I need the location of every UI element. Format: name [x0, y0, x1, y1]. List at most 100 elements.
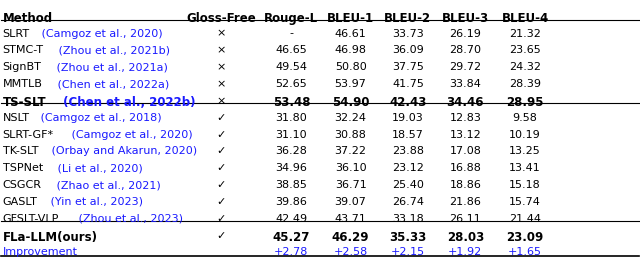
- Text: BLEU-3: BLEU-3: [442, 12, 489, 25]
- Text: 18.86: 18.86: [449, 180, 481, 190]
- Text: 37.22: 37.22: [335, 146, 367, 156]
- Text: +2.78: +2.78: [274, 247, 308, 257]
- Text: 25.40: 25.40: [392, 180, 424, 190]
- Text: Improvement: Improvement: [3, 247, 77, 257]
- Text: 31.10: 31.10: [275, 130, 307, 139]
- Text: BLEU-4: BLEU-4: [502, 12, 549, 25]
- Text: 21.32: 21.32: [509, 29, 541, 38]
- Text: 41.75: 41.75: [392, 79, 424, 89]
- Text: 16.88: 16.88: [449, 163, 481, 173]
- Text: 18.57: 18.57: [392, 130, 424, 139]
- Text: BLEU-1: BLEU-1: [327, 12, 374, 25]
- Text: 26.19: 26.19: [449, 29, 481, 38]
- Text: ✓: ✓: [216, 230, 226, 241]
- Text: (Zhou et al., 2021a): (Zhou et al., 2021a): [52, 62, 168, 72]
- Text: 15.18: 15.18: [509, 180, 541, 190]
- Text: 33.18: 33.18: [392, 214, 424, 224]
- Text: 19.03: 19.03: [392, 113, 424, 123]
- Text: 36.28: 36.28: [275, 146, 307, 156]
- Text: 32.24: 32.24: [335, 113, 367, 123]
- Text: 54.90: 54.90: [332, 96, 369, 109]
- Text: ✓: ✓: [216, 214, 226, 224]
- Text: 39.86: 39.86: [275, 197, 307, 207]
- Text: 26.11: 26.11: [449, 214, 481, 224]
- Text: 46.98: 46.98: [335, 45, 367, 55]
- Text: CSGCR: CSGCR: [3, 180, 42, 190]
- Text: 21.86: 21.86: [449, 197, 481, 207]
- Text: 10.19: 10.19: [509, 130, 541, 139]
- Text: 34.96: 34.96: [275, 163, 307, 173]
- Text: MMTLB: MMTLB: [3, 79, 42, 89]
- Text: 31.80: 31.80: [275, 113, 307, 123]
- Text: NSLT: NSLT: [3, 113, 29, 123]
- Text: -: -: [289, 29, 293, 38]
- Text: Method: Method: [3, 12, 52, 25]
- Text: 35.33: 35.33: [389, 230, 427, 243]
- Text: TSPNet: TSPNet: [3, 163, 43, 173]
- Text: 46.65: 46.65: [275, 45, 307, 55]
- Text: 13.41: 13.41: [509, 163, 541, 173]
- Text: 53.48: 53.48: [273, 96, 310, 109]
- Text: ×: ×: [216, 29, 226, 38]
- Text: 28.39: 28.39: [509, 79, 541, 89]
- Text: 13.12: 13.12: [449, 130, 481, 139]
- Text: 13.25: 13.25: [509, 146, 541, 156]
- Text: 23.88: 23.88: [392, 146, 424, 156]
- Text: Gloss-Free: Gloss-Free: [186, 12, 256, 25]
- Text: Rouge-L: Rouge-L: [264, 12, 318, 25]
- Text: 9.58: 9.58: [513, 113, 538, 123]
- Text: ✓: ✓: [216, 146, 226, 156]
- Text: 33.84: 33.84: [449, 79, 481, 89]
- Text: ×: ×: [216, 96, 226, 106]
- Text: SLRT: SLRT: [3, 29, 30, 38]
- Text: 28.03: 28.03: [447, 230, 484, 243]
- Text: 52.65: 52.65: [275, 79, 307, 89]
- Text: BLEU-2: BLEU-2: [385, 12, 431, 25]
- Text: 30.88: 30.88: [335, 130, 367, 139]
- Text: 29.72: 29.72: [449, 62, 481, 72]
- Text: 49.54: 49.54: [275, 62, 307, 72]
- Text: 23.65: 23.65: [509, 45, 541, 55]
- Text: GFSLT-VLP: GFSLT-VLP: [3, 214, 59, 224]
- Text: (Yin et al., 2023): (Yin et al., 2023): [47, 197, 143, 207]
- Text: 34.46: 34.46: [447, 96, 484, 109]
- Text: 15.74: 15.74: [509, 197, 541, 207]
- Text: 28.70: 28.70: [449, 45, 481, 55]
- Text: 17.08: 17.08: [449, 146, 481, 156]
- Text: FLa-LLM(ours): FLa-LLM(ours): [3, 230, 98, 243]
- Text: (Orbay and Akarun, 2020): (Orbay and Akarun, 2020): [48, 146, 197, 156]
- Text: 37.75: 37.75: [392, 62, 424, 72]
- Text: 42.49: 42.49: [275, 214, 307, 224]
- Text: 53.97: 53.97: [335, 79, 367, 89]
- Text: 21.44: 21.44: [509, 214, 541, 224]
- Text: (Camgoz et al., 2018): (Camgoz et al., 2018): [37, 113, 162, 123]
- Text: SLRT-GF*: SLRT-GF*: [3, 130, 54, 139]
- Text: 39.07: 39.07: [335, 197, 367, 207]
- Text: 42.43: 42.43: [389, 96, 427, 109]
- Text: ✓: ✓: [216, 180, 226, 190]
- Text: (Chen et al., 2022b): (Chen et al., 2022b): [59, 96, 195, 109]
- Text: ✓: ✓: [216, 163, 226, 173]
- Text: TK-SLT: TK-SLT: [3, 146, 38, 156]
- Text: 36.71: 36.71: [335, 180, 367, 190]
- Text: ✓: ✓: [216, 130, 226, 139]
- Text: GASLT: GASLT: [3, 197, 38, 207]
- Text: 45.27: 45.27: [273, 230, 310, 243]
- Text: (Camgoz et al., 2020): (Camgoz et al., 2020): [38, 29, 162, 38]
- Text: 24.32: 24.32: [509, 62, 541, 72]
- Text: +2.15: +2.15: [391, 247, 425, 257]
- Text: 36.09: 36.09: [392, 45, 424, 55]
- Text: 43.71: 43.71: [335, 214, 367, 224]
- Text: (Zhou et al., 2023): (Zhou et al., 2023): [75, 214, 183, 224]
- Text: 38.85: 38.85: [275, 180, 307, 190]
- Text: +1.92: +1.92: [448, 247, 483, 257]
- Text: 12.83: 12.83: [449, 113, 481, 123]
- Text: +2.58: +2.58: [333, 247, 368, 257]
- Text: 23.12: 23.12: [392, 163, 424, 173]
- Text: ×: ×: [216, 62, 226, 72]
- Text: 26.74: 26.74: [392, 197, 424, 207]
- Text: 28.95: 28.95: [506, 96, 544, 109]
- Text: +1.65: +1.65: [508, 247, 542, 257]
- Text: (Zhou et al., 2021b): (Zhou et al., 2021b): [55, 45, 170, 55]
- Text: 46.29: 46.29: [332, 230, 369, 243]
